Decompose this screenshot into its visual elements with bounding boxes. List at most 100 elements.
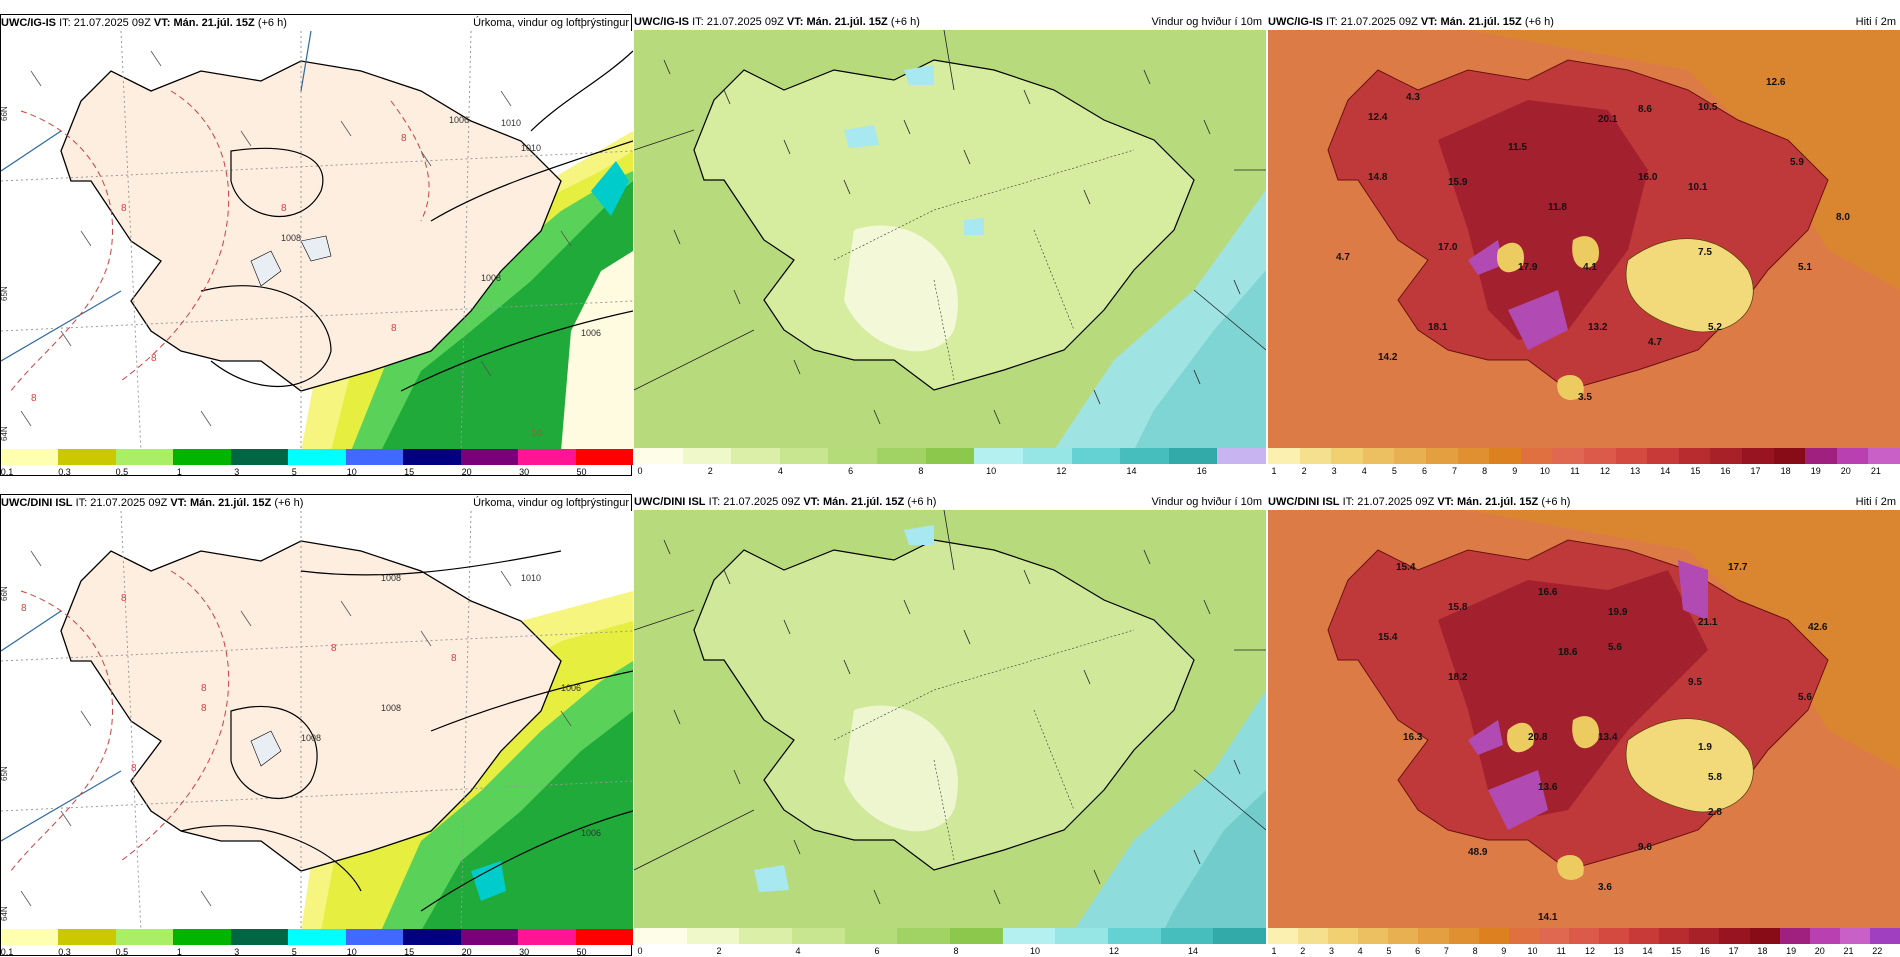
temp-contour-label: 8 [201, 703, 207, 714]
colorbar-swatch [1615, 448, 1648, 464]
colorbar-tick-label: 0 [637, 466, 643, 476]
colorbar-swatch [1394, 448, 1427, 464]
vt-label: VT: [153, 17, 171, 29]
colorbar-swatch [1719, 928, 1751, 944]
temp-contour-label: 8 [151, 353, 157, 364]
colorbar-tick-label: 7 [1443, 946, 1449, 956]
colorbar-tick-label: 3 [234, 947, 240, 957]
temperature-value-label: 20.1 [1598, 114, 1618, 125]
temperature-value-label: 4.1 [1583, 262, 1597, 273]
init-time: 21.07.2025 09Z [706, 16, 784, 28]
init-time: 21.07.2025 09Z [1357, 496, 1435, 508]
graticule-label: 64N [1, 906, 9, 921]
temperature-value-label: 3.5 [1578, 392, 1592, 403]
colorbar-tick-label: 12 [1584, 946, 1596, 956]
colorbar-tick-label: 18 [1757, 946, 1768, 956]
valid-time: Mán. 21.júl. 15Z [1456, 496, 1539, 508]
colorbar-swatch [1120, 448, 1170, 464]
temp-contour-label: 10 [531, 428, 543, 439]
valid-time: Mán. 21.júl. 15Z [1440, 16, 1522, 28]
colorbar-swatch [1568, 928, 1600, 944]
colorbar-swatch [1520, 448, 1553, 464]
isobar-label: 1008 [381, 703, 401, 713]
colorbar-tick-label: 14 [1642, 946, 1653, 956]
colorbar-swatch [1710, 448, 1743, 464]
colorbar-swatch [58, 929, 117, 945]
colorbar-tick-label: 0.3 [58, 947, 71, 957]
valid-time: Mán. 21.júl. 15Z [173, 17, 255, 29]
colorbar-swatch [739, 928, 793, 944]
colorbar-tick-label: 8 [1472, 946, 1478, 956]
colorbar-swatch [1, 449, 59, 465]
colorbar-swatch [828, 448, 878, 464]
temperature-value-label: 12.6 [1766, 77, 1786, 88]
colorbar-tick-label: 5 [1386, 946, 1392, 956]
colorbar-tick-label: 10 [1527, 946, 1538, 956]
colorbar-swatch [1426, 448, 1459, 464]
init-time: 21.07.2025 09Z [1340, 16, 1418, 28]
temperature-value-label: 17.7 [1728, 562, 1748, 573]
temperature-value-label: 15.4 [1396, 562, 1416, 573]
precip-map: 1006 1008 1010 1006 1008 1010 8 8 8 8 8 … [1, 31, 633, 451]
model-label: UWC/DINI ISL [1, 497, 73, 509]
colorbar-tick-label: 6 [848, 466, 854, 476]
it-label: IT: [692, 16, 704, 28]
colorbar-tick-label: 21 [1870, 466, 1881, 476]
temperature-value-label: 9.5 [1688, 677, 1702, 688]
temperature-value-label: 18.1 [1428, 322, 1448, 333]
colorbar-swatch [1773, 448, 1806, 464]
temperature-value-label: 13.4 [1598, 732, 1618, 743]
wind-map [634, 30, 1266, 450]
colorbar-swatch [1217, 448, 1267, 464]
temperature-value-label: 18.2 [1448, 672, 1468, 683]
temperature-value-label: 5.9 [1790, 157, 1804, 168]
isobar-label: 1006 [581, 828, 601, 838]
colorbar-tick-label: 20 [461, 467, 472, 477]
colorbar-tick-label: 11 [1556, 946, 1566, 956]
colorbar-tick-label: 17 [1750, 466, 1761, 476]
lead-time: (+6 h) [257, 17, 287, 29]
temperature-value-label: 16.0 [1638, 172, 1658, 183]
colorbar-tick-label: 6 [1421, 466, 1427, 476]
colorbar-swatch [844, 928, 898, 944]
colorbar-tick-label: 1 [176, 947, 182, 957]
precip-panel-dini: UWC/DINI ISL IT: 21.07.2025 09Z VT: Mán.… [0, 494, 634, 957]
lead-time: (+6 h) [907, 496, 937, 508]
colorbar-tick-label: 5 [1391, 466, 1397, 476]
colorbar-swatch [1836, 448, 1869, 464]
graticule-label: 66N [1, 106, 9, 121]
panel-header: UWC/IG-IS IT: 21.07.2025 09Z VT: Mán. 21… [1268, 14, 1900, 30]
colorbar-swatch [403, 929, 462, 945]
temperature-value-label: 13.2 [1588, 322, 1608, 333]
colorbar-tick-label: 8 [1482, 466, 1488, 476]
temperature-value-label: 14.1 [1538, 912, 1558, 923]
colorbar-tick-label: 5 [291, 467, 297, 477]
colorbar-tick-label: 10 [1539, 466, 1550, 476]
colorbar-swatch [173, 449, 232, 465]
temperature-value-label: 48.9 [1468, 847, 1488, 858]
colorbar-tick-label: 14 [1660, 466, 1671, 476]
colorbar-tick-label: 14 [1126, 466, 1137, 476]
temperature-value-label: 13.6 [1538, 782, 1558, 793]
colorbar-swatch [1552, 448, 1585, 464]
colorbar-swatch [1749, 928, 1781, 944]
precip-panel-igis: UWC/IG-IS IT: 21.07.2025 09Z VT: Mán. 21… [0, 14, 634, 477]
precip-colorbar: 0.1 0.3 0.5 1 3 5 10 15 20 30 50 [1, 929, 634, 957]
colorbar-swatch [115, 449, 174, 465]
colorbar-swatch [1168, 448, 1218, 464]
temp-contour-label: 8 [201, 683, 207, 694]
panel-header: UWC/DINI ISL IT: 21.07.2025 09Z VT: Mán.… [634, 494, 1266, 510]
colorbar-swatch [1108, 928, 1162, 944]
colorbar-tick-label: 15 [404, 947, 415, 957]
colorbar-swatch [173, 929, 232, 945]
graticule-label: 64N [1, 426, 9, 441]
colorbar-swatch [1659, 928, 1690, 944]
colorbar-swatch [1298, 928, 1329, 944]
colorbar-swatch [1418, 928, 1450, 944]
colorbar-swatch [1022, 448, 1073, 464]
colorbar-swatch [460, 929, 519, 945]
temperature-value-label: 12.4 [1368, 112, 1388, 123]
colorbar-swatch [403, 449, 462, 465]
temperature-value-label: 5.6 [1798, 692, 1812, 703]
colorbar-tick-label: 21 [1843, 946, 1854, 956]
